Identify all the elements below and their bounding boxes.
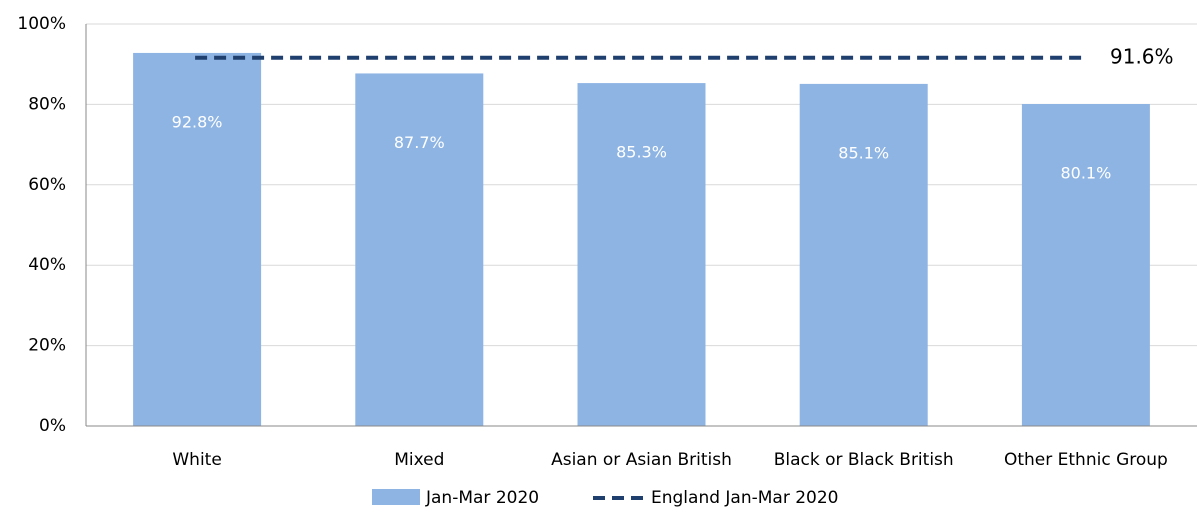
y-tick-label: 40%: [28, 255, 66, 275]
legend-label: England Jan-Mar 2020: [651, 488, 839, 508]
x-tick-label: Asian or Asian British: [551, 450, 732, 470]
y-tick-label: 0%: [39, 416, 66, 436]
bar: [133, 52, 262, 426]
data-label: 80.1%: [1060, 163, 1111, 182]
bar: [577, 83, 706, 427]
y-tick-label: 100%: [17, 14, 66, 34]
x-tick-label: Black or Black British: [774, 450, 954, 470]
legend-label: Jan-Mar 2020: [425, 488, 539, 508]
x-tick-label: Other Ethnic Group: [1004, 450, 1168, 470]
data-label: 87.7%: [394, 133, 445, 152]
legend-swatch: [372, 489, 420, 505]
bar: [355, 73, 484, 427]
y-tick-label: 20%: [28, 336, 66, 356]
reference-label: 91.6%: [1110, 44, 1174, 68]
y-tick-label: 60%: [28, 175, 66, 195]
data-label: 85.1%: [838, 143, 889, 162]
x-tick-label: White: [172, 450, 221, 470]
data-label: 92.8%: [172, 112, 223, 131]
data-label: 85.3%: [616, 143, 667, 162]
bar: [799, 83, 928, 426]
y-tick-label: 80%: [28, 94, 66, 114]
x-tick-label: Mixed: [394, 450, 444, 470]
bar: [1021, 103, 1150, 427]
